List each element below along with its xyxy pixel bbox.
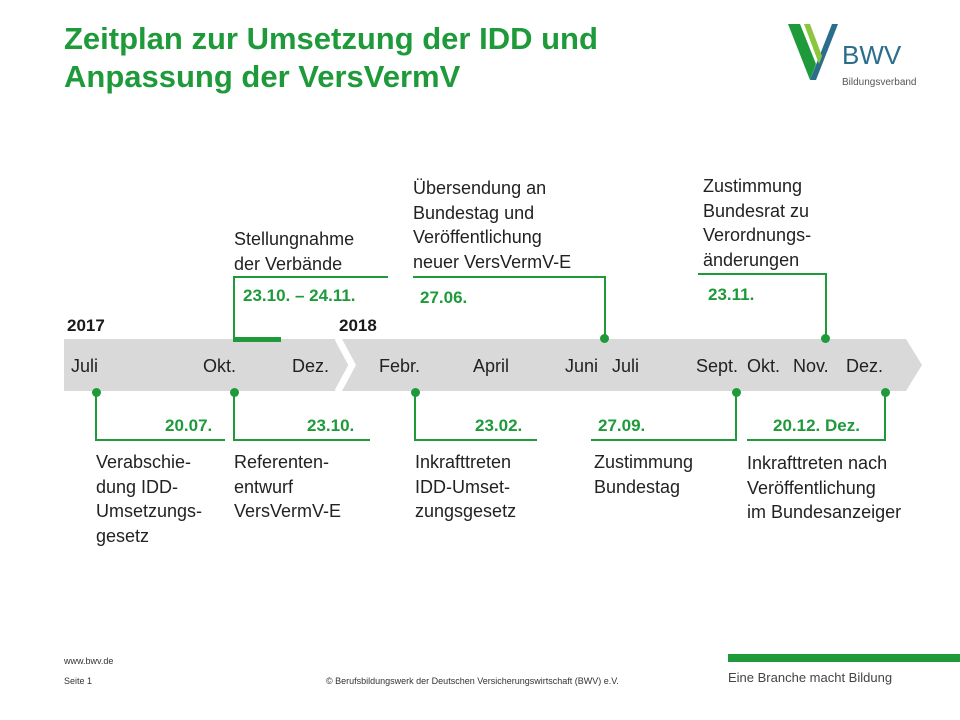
month-juli-2017: Juli xyxy=(71,356,99,376)
connector-line xyxy=(414,439,537,441)
event-zustimmung-bundestag-date: 27.09. xyxy=(598,416,646,435)
event-dot xyxy=(600,334,609,343)
connector-line xyxy=(825,273,827,338)
bwv-logo-icon xyxy=(788,24,838,80)
month-okt-2018: Okt. xyxy=(747,356,781,376)
footer-tagline: Eine Branche macht Bildung xyxy=(728,670,893,685)
connector-line xyxy=(233,439,370,441)
month-sept-2018: Sept. xyxy=(696,356,739,376)
connector-line xyxy=(747,439,886,441)
event-uebersendung-text: Übersendung an Bundestag und Veröffentli… xyxy=(413,178,572,272)
connector-line xyxy=(698,273,827,275)
event-verabschiedung-date: 20.07. xyxy=(165,416,213,435)
period-marker xyxy=(233,337,281,342)
month-febr-2018: Febr. xyxy=(379,356,421,376)
year-2018: 2018 xyxy=(339,316,377,335)
connector-line xyxy=(95,392,97,441)
event-referentenentwurf-date: 23.10. xyxy=(307,416,355,435)
event-dot xyxy=(821,334,830,343)
event-bundesrat-text: Zustimmung Bundesrat zu Verordnungs- änd… xyxy=(703,176,812,270)
month-juli-2018: Juli xyxy=(612,356,640,376)
timeline-band xyxy=(64,339,922,391)
logo-name: BWV xyxy=(842,40,902,70)
month-dez-2017: Dez. xyxy=(292,356,330,376)
event-zustimmung-bundestag-text: Zustimmung Bundestag xyxy=(594,452,694,497)
year-2017: 2017 xyxy=(67,316,105,335)
event-bundesrat-date: 23.11. xyxy=(708,285,755,304)
connector-line xyxy=(591,439,737,441)
logo-subtitle: Bildungsverband xyxy=(842,77,917,88)
event-inkrafttreten-anzeiger-date: 20.12. Dez. xyxy=(773,416,860,435)
event-stellungnahme-date: 23.10. – 24.11. xyxy=(243,286,356,305)
connector-line xyxy=(233,276,235,340)
footer-url[interactable]: www.bwv.de xyxy=(64,656,114,666)
connector-line xyxy=(604,276,606,338)
month-okt-2017: Okt. xyxy=(203,356,237,376)
connector-line xyxy=(233,276,388,278)
event-inkrafttreten-idd-date: 23.02. xyxy=(475,416,523,435)
footer-copyright: © Berufsbildungswerk der Deutschen Versi… xyxy=(326,676,619,686)
connector-line xyxy=(735,392,737,441)
title-line-1: Zeitplan zur Umsetzung der IDD und xyxy=(64,21,598,56)
page-title: Zeitplan zur Umsetzung der IDD und Anpas… xyxy=(64,20,744,96)
month-juni-2018: Juni xyxy=(565,356,599,376)
connector-line xyxy=(884,392,886,441)
event-inkrafttreten-idd-text: Inkrafttreten IDD-Umset- zungsgesetz xyxy=(415,452,517,521)
brand-bar xyxy=(728,654,960,662)
title-line-2: Anpassung der VersVermV xyxy=(64,59,461,94)
event-inkrafttreten-anzeiger-text: Inkrafttreten nach Veröffentlichung im B… xyxy=(747,453,902,522)
event-verabschiedung-text: Verabschie- dung IDD- Umsetzungs- gesetz xyxy=(96,452,203,546)
connector-line xyxy=(233,392,235,441)
connector-line xyxy=(414,392,416,441)
connector-line xyxy=(413,276,606,278)
event-stellungnahme-text: Stellungnahme der Verbände xyxy=(234,229,355,274)
month-nov-2018: Nov. xyxy=(793,356,829,376)
footer-page-number: Seite 1 xyxy=(64,676,93,686)
connector-line xyxy=(95,439,225,441)
event-referentenentwurf-text: Referenten- entwurf VersVermV-E xyxy=(234,452,342,521)
event-uebersendung-date: 27.06. xyxy=(420,288,468,307)
month-april-2018: April xyxy=(473,356,510,376)
month-dez-2018: Dez. xyxy=(846,356,884,376)
